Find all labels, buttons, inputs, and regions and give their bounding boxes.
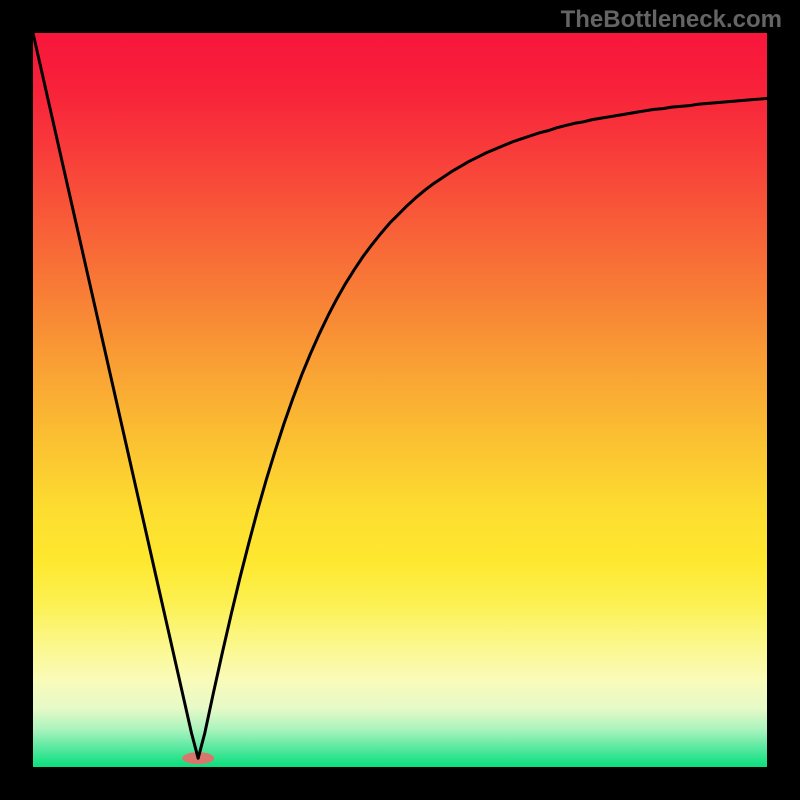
plot-area — [33, 33, 767, 767]
gradient-background — [33, 33, 767, 767]
plot-svg — [33, 33, 767, 767]
chart-frame: TheBottleneck.com — [0, 0, 800, 800]
watermark-text: TheBottleneck.com — [561, 6, 782, 34]
